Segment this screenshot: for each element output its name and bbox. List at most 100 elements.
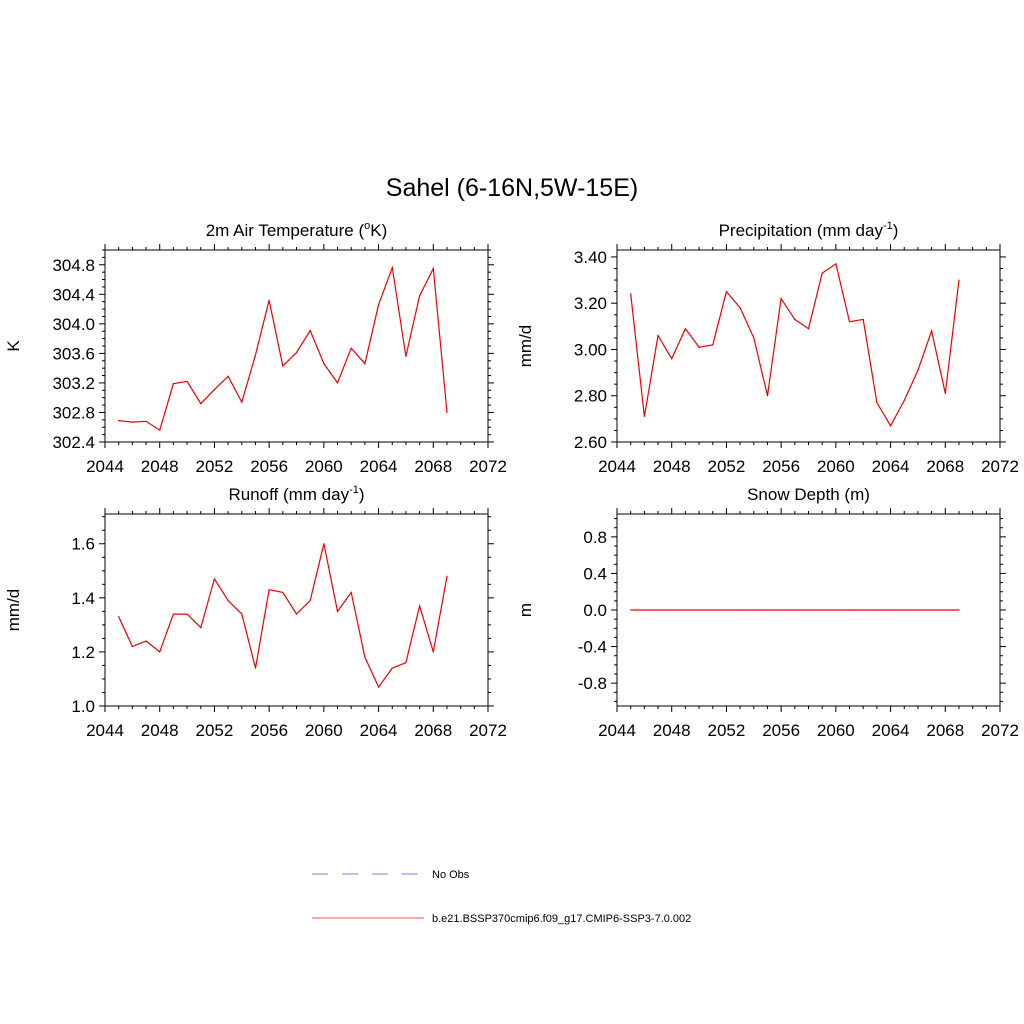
precipitation-data-point (944, 392, 946, 395)
snow-depth-xtick-label: 2068 (926, 721, 964, 740)
runoff-data-point (323, 543, 325, 545)
snow-depth-data-point (931, 609, 933, 611)
temperature-xtick-label: 2056 (250, 457, 288, 476)
precipitation-series-line (630, 262, 960, 428)
runoff-xtick-label: 2056 (250, 721, 288, 740)
runoff-data-point (145, 640, 147, 642)
runoff-data-point (282, 591, 284, 594)
runoff-data-point (172, 613, 174, 615)
snow-depth-ytick-label: 0.4 (583, 564, 607, 583)
snow-depth-xtick-label: 2064 (872, 721, 910, 740)
temperature-data-point (350, 347, 352, 349)
temperature-panel-title: 2m Air Temperature (oK) (206, 220, 388, 240)
precipitation-xtick-label: 2048 (653, 457, 691, 476)
temperature-data-point (309, 329, 311, 332)
temperature-data-point (241, 401, 243, 403)
snow-depth-data-point (712, 609, 714, 611)
legend-label-model: b.e21.BSSP370cmip6.f09_g17.CMIP6-SSP3-7.… (432, 913, 691, 925)
precipitation-data-point (671, 358, 673, 360)
precipitation-xtick-label: 2060 (817, 457, 855, 476)
runoff-data-point (186, 613, 188, 615)
snow-depth-data-point (876, 609, 878, 611)
temperature-ytick-label: 304.8 (52, 256, 95, 275)
snow-depth-data-point (958, 609, 960, 611)
precipitation-data-point (889, 425, 892, 427)
snow-depth-xtick-label: 2072 (981, 721, 1019, 740)
temperature-data-point (419, 295, 421, 297)
temperature-data-point (405, 355, 407, 357)
temperature-xtick-label: 2060 (305, 457, 343, 476)
runoff-data-point (350, 591, 352, 594)
precipitation-data-point (780, 297, 782, 300)
temperature-data-point (254, 354, 257, 356)
runoff-ytick-label: 1.6 (71, 535, 95, 554)
temperature-data-point (446, 411, 448, 414)
runoff-data-point (295, 613, 298, 615)
runoff-data-point (446, 575, 448, 577)
snow-depth-data-point (698, 609, 700, 611)
runoff-xtick-label: 2060 (305, 721, 343, 740)
precipitation-ytick-label: 2.80 (574, 387, 607, 406)
temperature-xtick-label: 2068 (414, 457, 452, 476)
snow-depth-y-axis-label: m (516, 603, 535, 617)
runoff-ytick-label: 1.2 (71, 643, 95, 662)
snow-depth-data-point (780, 609, 782, 611)
runoff-xtick-label: 2064 (360, 721, 398, 740)
temperature-ytick-label: 303.6 (52, 344, 95, 363)
runoff-data-point (213, 578, 216, 580)
precipitation-data-point (876, 402, 878, 404)
runoff-data-point (391, 667, 393, 669)
temperature-ytick-label: 303.2 (52, 374, 95, 393)
precipitation-data-point (643, 415, 645, 418)
snow-depth-data-point (725, 609, 728, 611)
snow-depth-ytick-label: -0.4 (578, 638, 607, 657)
runoff-panel-title: Runoff (mm day-1) (228, 484, 364, 504)
runoff-xtick-label: 2044 (86, 721, 124, 740)
runoff-data-point (227, 599, 229, 602)
precipitation-xtick-label: 2072 (981, 457, 1019, 476)
precipitation-data-point (753, 337, 755, 339)
precipitation-ytick-label: 3.40 (574, 248, 607, 267)
temperature-data-point (213, 388, 216, 391)
temperature-data-point (282, 365, 284, 367)
snow-depth-xtick-label: 2048 (653, 721, 691, 740)
temperature-ytick-label: 304.4 (52, 285, 95, 304)
runoff-data-point (254, 667, 257, 669)
snow-depth-xtick-label: 2044 (598, 721, 636, 740)
temperature-y-axis-label: K (4, 340, 23, 352)
runoff-axes-frame (104, 513, 489, 707)
temperature-data-point (391, 267, 393, 269)
temperature-data-point (268, 299, 270, 301)
temperature-data-point (364, 363, 366, 365)
temperature-ytick-label: 304.0 (52, 315, 95, 334)
precipitation-data-point (917, 369, 919, 371)
snow-depth-data-point (821, 609, 823, 611)
precipitation-ytick-label: 2.60 (574, 433, 607, 452)
snow-depth-data-point (917, 609, 919, 611)
precipitation-xtick-label: 2044 (598, 457, 636, 476)
runoff-xtick-label: 2052 (196, 721, 234, 740)
snow-depth-data-point (848, 609, 851, 611)
runoff-data-point (364, 656, 366, 658)
figure-title: Sahel (6-16N,5W-15E) (386, 174, 638, 202)
precipitation-y-axis-label: mm/d (516, 325, 535, 368)
runoff-data-point (131, 645, 133, 648)
runoff-data-point (159, 651, 161, 653)
precipitation-data-point (684, 328, 686, 330)
snow-depth-ytick-label: 0.8 (583, 528, 607, 547)
temperature-xtick-label: 2052 (196, 457, 234, 476)
precipitation-ytick-label: 3.00 (574, 340, 607, 359)
temperature-data-point (227, 375, 229, 377)
snow-depth-panel-title: Snow Depth (m) (747, 485, 870, 504)
temperature-data-point (131, 421, 133, 423)
precipitation-xtick-label: 2068 (926, 457, 964, 476)
snow-depth-data-point (903, 609, 905, 611)
snow-depth-ytick-label: -0.8 (578, 674, 607, 693)
precipitation-xtick-label: 2064 (872, 457, 910, 476)
temperature-data-point (200, 403, 202, 405)
runoff-y-axis-label: mm/d (4, 589, 23, 632)
panels-group: 2044 2048 2052 2056 2060 2064 2068 2072 302.4 302… (4, 220, 1019, 740)
temperature-data-point (295, 352, 298, 354)
temperature-data-point (186, 380, 188, 383)
precipitation-data-point (794, 318, 796, 320)
